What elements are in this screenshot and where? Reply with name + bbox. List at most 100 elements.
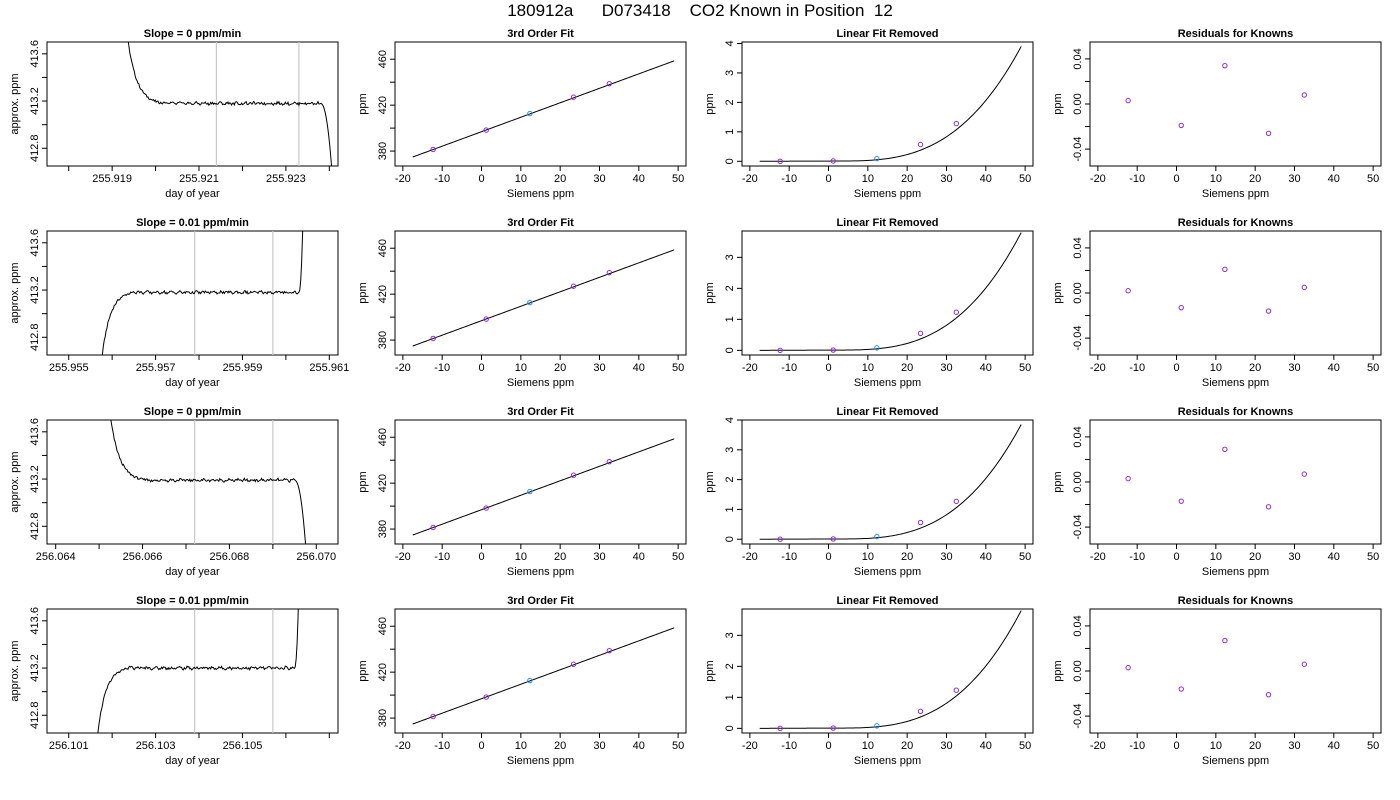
data-point (1265, 691, 1272, 698)
panel-title: Linear Fit Removed (836, 406, 938, 418)
data-point (1178, 686, 1184, 692)
panel-title: Residuals for Knowns (1178, 217, 1294, 229)
y-tick-label: 413.2 (29, 87, 41, 115)
data-point (1125, 288, 1131, 294)
x-tick-label: 50 (672, 362, 684, 374)
y-tick-label: 0 (724, 158, 736, 164)
data-point (917, 141, 924, 148)
x-tick-label: 40 (633, 362, 645, 374)
panel-title: Residuals for Knowns (1178, 28, 1294, 40)
data-point (527, 299, 533, 306)
x-tick-label: -10 (434, 173, 450, 185)
data-point (570, 283, 577, 289)
data-point (830, 158, 836, 164)
x-tick-label: 50 (672, 551, 684, 563)
y-tick-label: 413.6 (29, 607, 41, 635)
data-point (606, 80, 613, 87)
panel-linear-removed-row-2: Linear Fit Removed -20 -10 0 10 20 30 40 50 0 1 2 3 S… (704, 217, 1034, 389)
data-point (483, 316, 489, 322)
plot-frame (46, 419, 339, 545)
y-axis-label: ppm (704, 93, 716, 114)
data-point (1301, 661, 1308, 667)
x-tick-label: 30 (940, 551, 952, 563)
x-axis-label: Siemens ppm (854, 566, 921, 578)
x-tick-label: 50 (1019, 740, 1031, 752)
x-tick-label: 30 (1288, 362, 1300, 374)
panel-title: Linear Fit Removed (836, 595, 938, 607)
data-point (527, 110, 533, 117)
fit-curve (412, 627, 675, 725)
plot-frame (741, 41, 1034, 167)
x-tick-label: 0 (825, 740, 831, 752)
panel-title: 3rd Order Fit (507, 406, 574, 418)
x-tick-label: -20 (742, 173, 758, 185)
x-tick-label: 10 (515, 551, 527, 563)
data-point (953, 498, 960, 505)
panel-fit-row-1: 3rd Order Fit -20 -10 0 10 20 30 40 50 380 420 460 S… (357, 28, 687, 200)
y-tick-label: 460 (377, 239, 389, 257)
x-tick-label: -20 (1090, 362, 1106, 374)
plot-area (1125, 266, 1308, 314)
panel-residuals-row-1: Residuals for Knowns -20 -10 0 10 20 30 40 50 -0.… (1052, 28, 1382, 200)
x-tick-label: 20 (1249, 740, 1261, 752)
plot-area (412, 627, 675, 725)
plot-area (101, 231, 304, 355)
data-point (527, 488, 533, 495)
x-tick-label: 10 (515, 740, 527, 752)
panel-title: 3rd Order Fit (507, 28, 574, 40)
x-tick-label: 256.068 (210, 551, 250, 563)
x-tick-label: 256.103 (136, 740, 176, 752)
x-tick-label: 256.066 (123, 551, 163, 563)
y-tick-label: 3 (724, 447, 736, 453)
x-tick-label: 255.959 (223, 362, 263, 374)
data-point (953, 120, 960, 127)
data-point (777, 158, 783, 164)
x-tick-label: 50 (1367, 551, 1379, 563)
x-tick-label: 50 (1019, 362, 1031, 374)
y-axis-label: ppm (357, 282, 369, 303)
x-tick-label: -20 (395, 362, 411, 374)
y-tick-label: 0.04 (1072, 615, 1084, 636)
x-tick-label: 10 (862, 551, 874, 563)
panel-title: Slope = 0 ppm/min (144, 406, 242, 418)
data-point (1178, 122, 1184, 129)
x-tick-label: 10 (1210, 173, 1222, 185)
plot-area (759, 610, 1022, 732)
data-point (606, 647, 613, 654)
x-tick-label: 40 (633, 740, 645, 752)
plot-area (412, 60, 675, 158)
panel-residuals-row-2: Residuals for Knowns -20 -10 0 10 20 30 40 50 -0.… (1052, 217, 1382, 389)
x-tick-label: 255.955 (49, 362, 89, 374)
fit-curve (759, 232, 1022, 351)
concentration-trace (97, 609, 299, 733)
y-tick-label: 1 (724, 129, 736, 135)
data-point (1222, 446, 1228, 453)
data-point (606, 269, 613, 276)
fit-curve (759, 424, 1022, 540)
y-tick-label: 4 (724, 40, 736, 46)
data-point (570, 472, 577, 478)
y-tick-label: 460 (377, 617, 389, 635)
panel-title: Slope = 0 ppm/min (144, 28, 242, 40)
x-tick-label: -10 (781, 362, 797, 374)
x-tick-label: 30 (940, 740, 952, 752)
y-tick-label: 380 (377, 709, 389, 727)
x-tick-label: 256.070 (296, 551, 336, 563)
x-tick-label: -10 (781, 740, 797, 752)
x-tick-label: 30 (940, 173, 952, 185)
y-tick-label: 0.00 (1072, 93, 1084, 114)
x-tick-label: 0 (478, 740, 484, 752)
x-tick-label: 10 (862, 740, 874, 752)
x-tick-label: 30 (593, 173, 605, 185)
x-tick-label: 0 (1173, 740, 1179, 752)
plot-frame (394, 230, 687, 356)
plot-area (97, 609, 299, 733)
x-tick-label: 10 (515, 173, 527, 185)
x-tick-label: -10 (1129, 173, 1145, 185)
panel-title: Residuals for Knowns (1178, 406, 1294, 418)
plot-area (127, 42, 333, 166)
x-axis-label: Siemens ppm (507, 755, 574, 767)
plot-frame (741, 419, 1034, 545)
x-tick-label: 10 (862, 362, 874, 374)
y-tick-label: 413.2 (29, 276, 41, 304)
